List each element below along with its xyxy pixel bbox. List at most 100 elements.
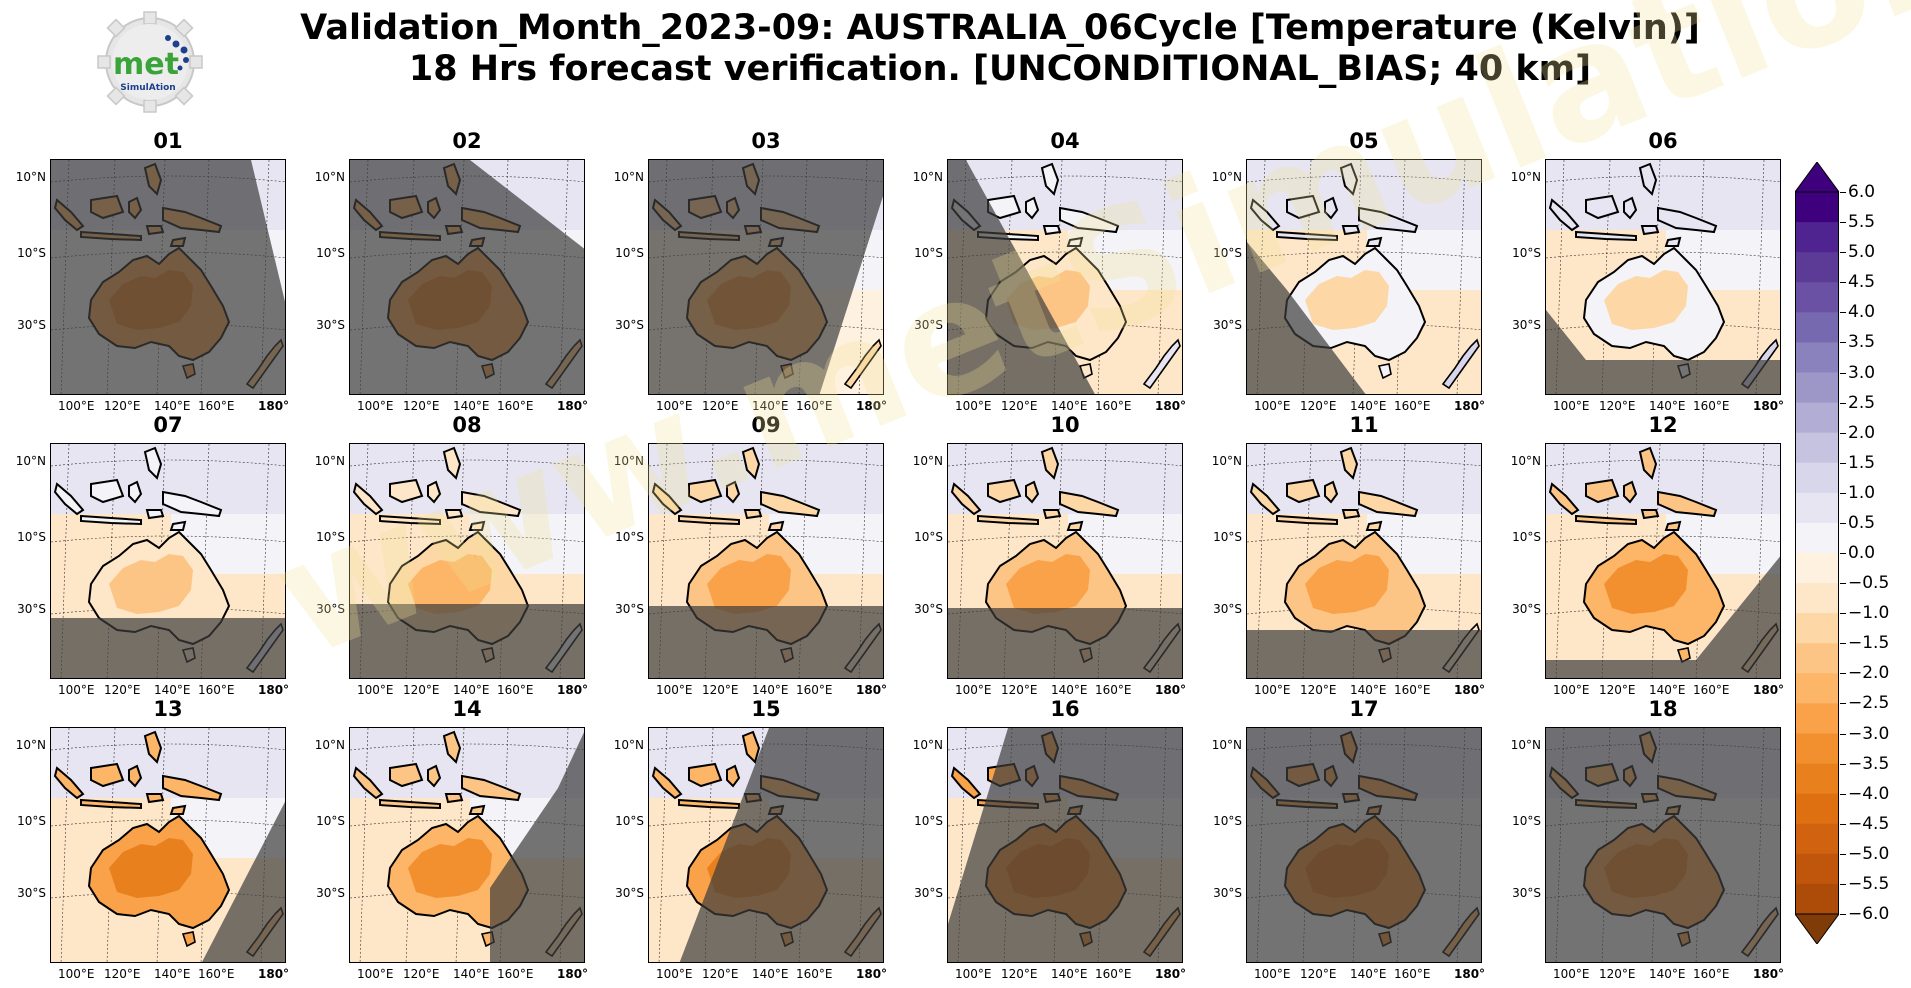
panel-title: 10 [1050, 413, 1080, 437]
colorbar-tick-label: 1.0 [1839, 482, 1876, 503]
island-land [950, 482, 982, 516]
island-land [743, 509, 763, 520]
island-land [468, 520, 486, 531]
island-land [1358, 206, 1419, 234]
colorbar-bin [1795, 282, 1839, 313]
lat-tick-label: 30°S [1512, 318, 1541, 332]
lat-tick-label: 10°S [1213, 530, 1242, 544]
lat-tick-label: 10°N [1211, 454, 1242, 468]
panel-title: 14 [452, 697, 482, 721]
island-land [1341, 225, 1361, 236]
colorbar-ticks: 6.0 5.5 5.0 4.5 4.0 3.5 3.0 2.5 2.0 1.5 1.0 0.5 0.0 −… [1839, 0, 1908, 988]
island-land [1548, 482, 1580, 516]
lon-tick-row: 100°E 120°E 140°E 160°E 180° [941, 399, 1191, 415]
island-land [444, 793, 464, 804]
graticule-lat [1546, 535, 1780, 543]
graticule-lat [649, 743, 883, 751]
colorbar-tick-label: 4.0 [1839, 302, 1876, 323]
lon-tick-label: 160°E [1394, 967, 1431, 981]
logo-text: met [113, 47, 179, 82]
graticule-lon [1555, 444, 1565, 678]
tasmania-land [1377, 363, 1392, 380]
colorbar-tick-label: 2.5 [1839, 392, 1876, 413]
island-land [90, 478, 125, 504]
island-land [1640, 225, 1660, 236]
lon-tick-label: 100°E [58, 399, 95, 413]
graticule-lat [51, 891, 285, 899]
gear-icon [97, 11, 203, 113]
lat-tick-label: 10°S [1213, 814, 1242, 828]
island-land [1066, 520, 1084, 531]
map-panel: 11 10°N 10°S 30°S 100°E 120°E 140°E 160°E 180° [1212, 413, 1485, 697]
island-land [442, 730, 462, 764]
chart-title: Validation_Month_2023-09: AUSTRALIA_06Cy… [230, 8, 1770, 90]
bias-map [648, 727, 884, 963]
no-data-shading [490, 732, 584, 962]
lat-tick-label: 30°S [914, 318, 943, 332]
australia-interior [1604, 554, 1688, 614]
lon-tick-label: 100°E [1254, 399, 1291, 413]
colorbar-extend-min [1795, 913, 1839, 944]
island-land [1664, 236, 1682, 247]
no-data-shading [1247, 630, 1481, 678]
lon-tick-label: 160°E [796, 683, 833, 697]
lon-tick-label: 180° [1155, 399, 1187, 413]
lon-tick-label: 160°E [796, 399, 833, 413]
graticule-lon [1651, 444, 1661, 678]
graticule-lat [51, 819, 285, 827]
lon-tick-label: 140°E [1051, 967, 1088, 981]
panel-title: 02 [452, 129, 482, 153]
lat-tick-label: 10°N [314, 738, 345, 752]
lon-tick-label: 100°E [1254, 967, 1291, 981]
island-land [90, 762, 125, 788]
island-land [53, 482, 85, 516]
lon-tick-label: 100°E [1553, 683, 1590, 697]
lon-tick-label: 160°E [497, 683, 534, 697]
lat-tick-label: 10°S [1512, 246, 1541, 260]
island-land [427, 480, 442, 504]
island-land [169, 804, 187, 815]
new-zealand-land [1142, 338, 1181, 390]
lon-tick-label: 160°E [796, 967, 833, 981]
lon-tick-label: 140°E [453, 967, 490, 981]
panel-title: 17 [1349, 697, 1379, 721]
island-land [1575, 230, 1637, 242]
bias-map [50, 159, 286, 395]
lon-tick-label: 140°E [1350, 399, 1387, 413]
lon-tick-label: 180° [258, 683, 290, 697]
island-land [688, 478, 723, 504]
lon-tick-label: 160°E [1095, 683, 1132, 697]
lon-tick-label: 140°E [752, 967, 789, 981]
map-panel: 06 10°N 10°S 30°S 100°E 120°E 140°E 160°E 180° [1511, 129, 1784, 413]
colorbar-tick-label: 4.5 [1839, 272, 1876, 293]
lon-tick-label: 180° [258, 399, 290, 413]
panel-title: 04 [1050, 129, 1080, 153]
lon-tick-label: 180° [1753, 399, 1785, 413]
lat-tick-label: 30°S [1213, 602, 1242, 616]
colorbar-tick-label: −2.5 [1839, 693, 1890, 714]
lon-tick-label: 180° [856, 967, 888, 981]
lon-tick-row: 100°E 120°E 140°E 160°E 180° [44, 967, 294, 983]
lon-tick-label: 120°E [1599, 967, 1636, 981]
island-land [461, 774, 522, 802]
island-land [1657, 490, 1718, 518]
island-land [1286, 478, 1321, 504]
bias-map [50, 727, 286, 963]
colorbar-frame [1795, 191, 1839, 915]
no-data-shading [948, 160, 1095, 394]
island-land [1339, 162, 1359, 196]
graticule-lat [51, 743, 285, 751]
colorbar-tick-label: 5.0 [1839, 242, 1876, 263]
no-data-shading [948, 728, 1182, 962]
island-land [442, 446, 462, 480]
lon-tick-label: 100°E [656, 399, 693, 413]
colorbar-tick-label: 1.5 [1839, 452, 1876, 473]
map-panel: 01 10°N 10°S 30°S 100°E 120°E 140°E 160°E 180° [16, 129, 289, 413]
lon-tick-label: 160°E [1693, 967, 1730, 981]
lon-tick-row: 100°E 120°E 140°E 160°E 180° [1240, 399, 1490, 415]
lon-tick-label: 120°E [1599, 683, 1636, 697]
panel-title: 09 [751, 413, 781, 437]
island-land [379, 514, 441, 526]
lon-tick-row: 100°E 120°E 140°E 160°E 180° [941, 683, 1191, 699]
lon-tick-label: 100°E [656, 967, 693, 981]
